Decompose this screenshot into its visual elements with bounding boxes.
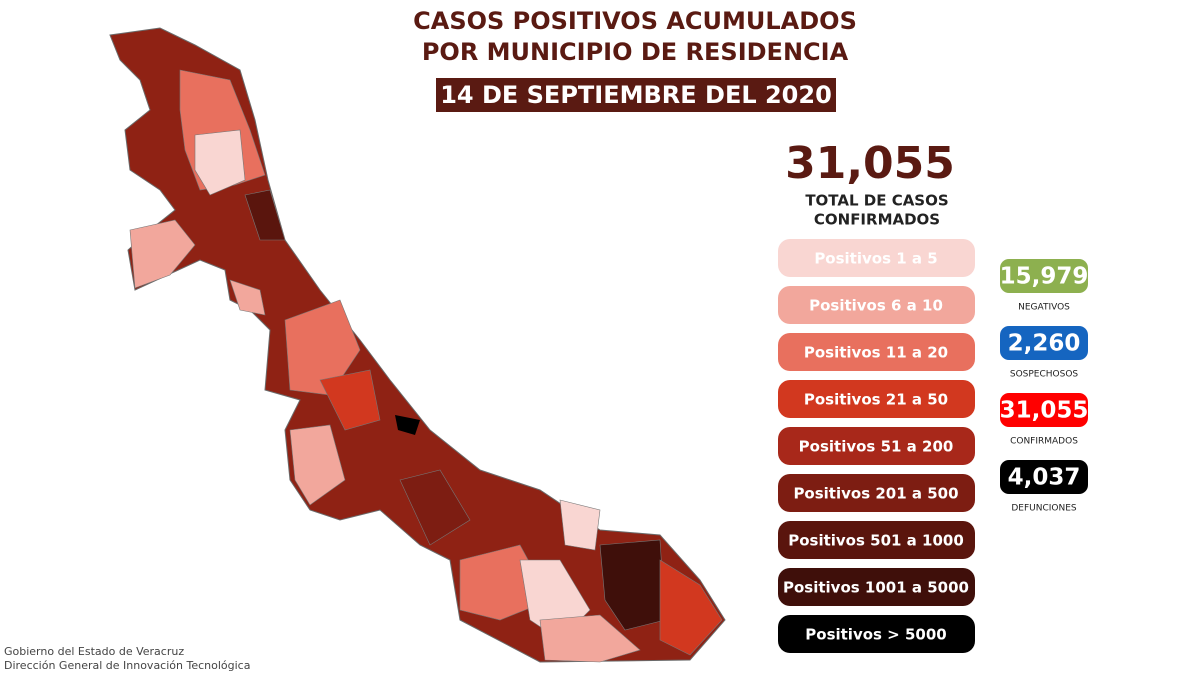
legend-pill xyxy=(778,521,975,559)
stat-label: SOSPECHOSOS xyxy=(1010,370,1079,380)
stat-label: NEGATIVOS xyxy=(1018,303,1070,313)
stat-value: 31,055 xyxy=(1000,398,1089,424)
legend-label: Positivos 51 a 200 xyxy=(799,438,954,456)
region xyxy=(319,369,381,431)
legend-label: Positivos 11 a 20 xyxy=(804,344,948,362)
legend-label: Positivos 1 a 5 xyxy=(814,250,937,268)
stat-box xyxy=(1000,460,1088,494)
region xyxy=(129,219,196,289)
total-value: 31,055 xyxy=(785,138,955,189)
legend-label: Positivos 1001 a 5000 xyxy=(783,579,969,597)
legend-label: Positivos 21 a 50 xyxy=(804,391,948,409)
legend-pill xyxy=(778,286,975,324)
region xyxy=(399,469,471,546)
region xyxy=(559,499,601,551)
region xyxy=(244,189,286,241)
stat-value: 15,979 xyxy=(1000,264,1089,290)
region xyxy=(599,539,666,631)
total-label: TOTAL DE CASOS xyxy=(805,192,948,210)
footer-line: Dirección General de Innovación Tecnológ… xyxy=(4,659,250,672)
stat-value: 2,260 xyxy=(1008,331,1081,357)
region xyxy=(395,415,420,435)
region xyxy=(229,279,266,316)
legend-pill xyxy=(778,568,975,606)
stat-value: 4,037 xyxy=(1008,465,1081,491)
date: 14 DE SEPTIEMBRE DEL 2020 xyxy=(440,81,832,109)
region xyxy=(194,129,246,196)
region xyxy=(659,559,723,656)
region xyxy=(289,424,346,506)
legend-pill xyxy=(778,239,975,277)
legend-label: Positivos 501 a 1000 xyxy=(788,532,964,550)
title-line: CASOS POSITIVOS ACUMULADOS xyxy=(413,7,857,35)
legend-pill xyxy=(778,474,975,512)
legend-label: Positivos 201 a 500 xyxy=(793,485,958,503)
total-label: CONFIRMADOS xyxy=(814,211,940,229)
region xyxy=(284,299,361,396)
region xyxy=(539,614,641,663)
title-line: POR MUNICIPIO DE RESIDENCIA xyxy=(422,38,849,66)
legend-label: Positivos > 5000 xyxy=(805,626,946,644)
stat-label: CONFIRMADOS xyxy=(1010,437,1078,447)
footer-line: Gobierno del Estado de Veracruz xyxy=(4,645,184,658)
legend-pill xyxy=(778,427,975,465)
map xyxy=(109,27,726,663)
date-banner xyxy=(436,78,836,112)
stat-box xyxy=(1000,326,1088,360)
legend-label: Positivos 6 a 10 xyxy=(809,297,943,315)
stat-box xyxy=(1000,393,1088,427)
stat-box xyxy=(1000,259,1088,293)
legend-pill xyxy=(778,380,975,418)
stat-label: DEFUNCIONES xyxy=(1011,504,1077,514)
legend-pill xyxy=(778,615,975,653)
legend-pill xyxy=(778,333,975,371)
